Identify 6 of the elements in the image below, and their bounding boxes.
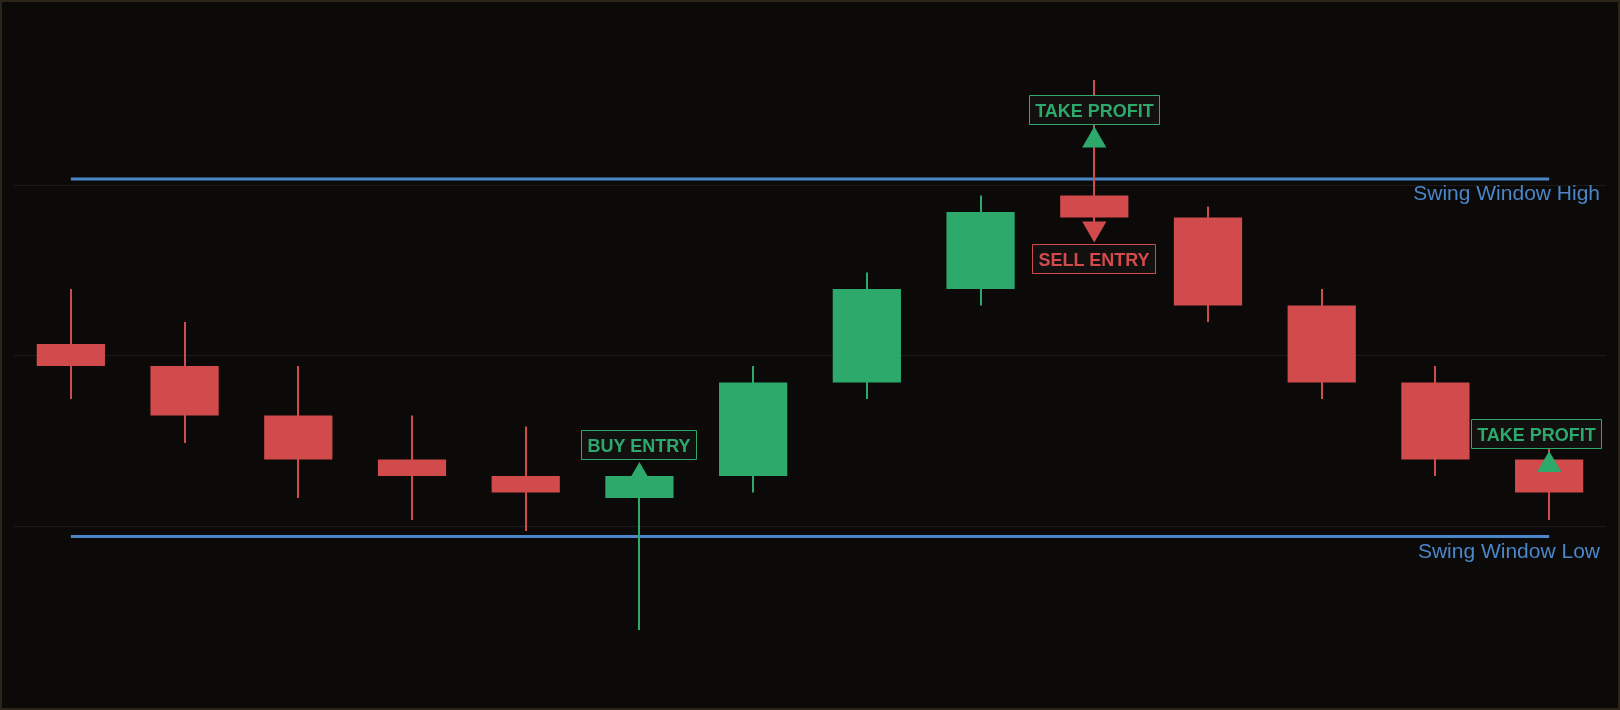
series-label: SELL ENTRY [1038,249,1150,270]
series-label: BUY ENTRY [587,435,691,456]
ref-line-label: Swing Window High [1413,181,1600,205]
text: TAKE PROFIT [1477,424,1596,445]
series-label: TAKE PROFIT [1035,100,1154,121]
ref-line-label: Swing Window Low [1417,538,1601,562]
